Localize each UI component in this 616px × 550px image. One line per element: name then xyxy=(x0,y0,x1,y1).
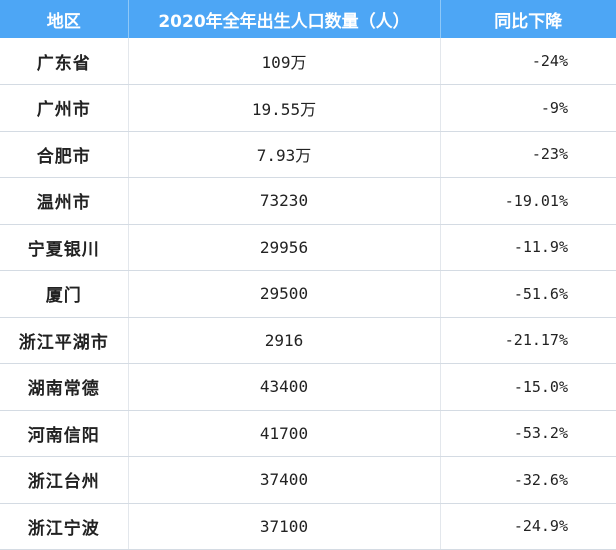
region-cell: 浙江宁波 xyxy=(0,503,129,550)
births-cell: 29956 xyxy=(128,224,441,271)
births-cell: 2916 xyxy=(128,317,441,364)
region-cell: 宁夏银川 xyxy=(0,224,129,271)
region-cell: 合肥市 xyxy=(0,131,129,178)
change-cell: -24.9% xyxy=(440,503,616,550)
change-cell: -24% xyxy=(440,38,616,85)
region-cell: 广州市 xyxy=(0,84,129,132)
births-cell: 41700 xyxy=(128,410,441,457)
region-cell: 河南信阳 xyxy=(0,410,129,457)
change-cell: -53.2% xyxy=(440,410,616,457)
region-cell: 广东省 xyxy=(0,38,129,85)
header-row: 地区 2020年全年出生人口数量（人） 同比下降 xyxy=(0,0,616,38)
change-cell: -32.6% xyxy=(440,456,616,504)
region-cell: 浙江台州 xyxy=(0,456,129,504)
region-cell: 厦门 xyxy=(0,270,129,318)
table-body: 广东省 109万 -24% 广州市 19.55万 -9% 合肥市 7.93万 -… xyxy=(0,38,616,550)
change-cell: -9% xyxy=(440,84,616,132)
births-cell: 43400 xyxy=(128,363,441,411)
births-cell: 73230 xyxy=(128,177,441,225)
change-cell: -23% xyxy=(440,131,616,178)
table-row: 厦门 29500 -51.6% xyxy=(0,270,616,318)
table-row: 浙江宁波 37100 -24.9% xyxy=(0,503,616,550)
births-cell: 19.55万 xyxy=(128,84,441,132)
change-cell: -51.6% xyxy=(440,270,616,318)
change-cell: -11.9% xyxy=(440,224,616,271)
table-row: 河南信阳 41700 -53.2% xyxy=(0,410,616,457)
region-cell: 温州市 xyxy=(0,177,129,225)
births-cell: 37400 xyxy=(128,456,441,504)
births-cell: 109万 xyxy=(128,38,441,85)
table-row: 湖南常德 43400 -15.0% xyxy=(0,363,616,411)
column-header-change: 同比下降 xyxy=(494,11,563,32)
table-row: 广东省 109万 -24% xyxy=(0,38,616,85)
change-cell: -15.0% xyxy=(440,363,616,411)
births-cell: 29500 xyxy=(128,270,441,318)
table-row: 广州市 19.55万 -9% xyxy=(0,84,616,132)
region-cell: 湖南常德 xyxy=(0,363,129,411)
change-cell: -19.01% xyxy=(440,177,616,225)
table-row: 合肥市 7.93万 -23% xyxy=(0,131,616,178)
table-row: 浙江平湖市 2916 -21.17% xyxy=(0,317,616,364)
births-cell: 7.93万 xyxy=(128,131,441,178)
region-cell: 浙江平湖市 xyxy=(0,317,129,364)
births-cell: 37100 xyxy=(128,503,441,550)
table-header: 地区 2020年全年出生人口数量（人） 同比下降 xyxy=(0,0,616,38)
table-row: 宁夏银川 29956 -11.9% xyxy=(0,224,616,271)
change-cell: -21.17% xyxy=(440,317,616,364)
column-header-births: 2020年全年出生人口数量（人） xyxy=(128,0,441,38)
table-row: 浙江台州 37400 -32.6% xyxy=(0,456,616,504)
table-row: 温州市 73230 -19.01% xyxy=(0,177,616,225)
column-header-region: 地区 xyxy=(0,0,129,38)
